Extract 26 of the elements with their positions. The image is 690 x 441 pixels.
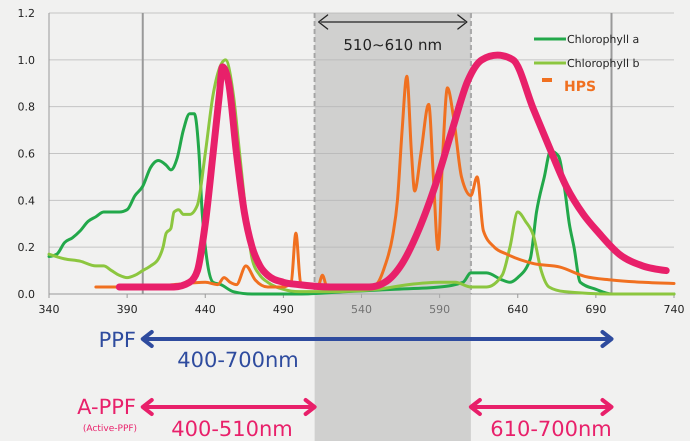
y-tick-label: 0.8 [18,100,35,114]
y-tick-label: 0.4 [18,194,35,208]
y-tick-label: 0.6 [18,148,35,160]
legend-label: HPS [564,79,596,95]
x-tick-label: 740 [664,303,684,316]
x-tick-label: 490 [272,303,294,316]
legend-label: Chlorophyll a [567,33,640,46]
x-tick-label: 590 [429,303,450,316]
y-tick-label: 0.2 [18,241,35,254]
text: A-PPF [77,395,136,419]
text: 400-700nm [177,348,299,372]
x-tick-label: 390 [116,303,138,316]
text: 610-700nm [490,417,612,441]
band-label: 510~610 nm [343,36,442,54]
text: 400-510nm [171,417,293,441]
x-tick-label: 690 [585,303,606,316]
y-tick-label: 1.2 [18,7,35,20]
x-tick-label: 540 [351,303,372,316]
text: PPF [98,328,136,352]
y-tick-label: 0.0 [18,288,35,301]
text: (Active-PPF) [82,424,138,434]
y-tick-label: 1.0 [18,54,35,67]
x-tick-label: 340 [38,303,60,316]
x-tick-label: 640 [507,303,528,316]
legend-label: Chlorophyll b [567,57,640,70]
x-tick-label: 440 [194,303,216,316]
